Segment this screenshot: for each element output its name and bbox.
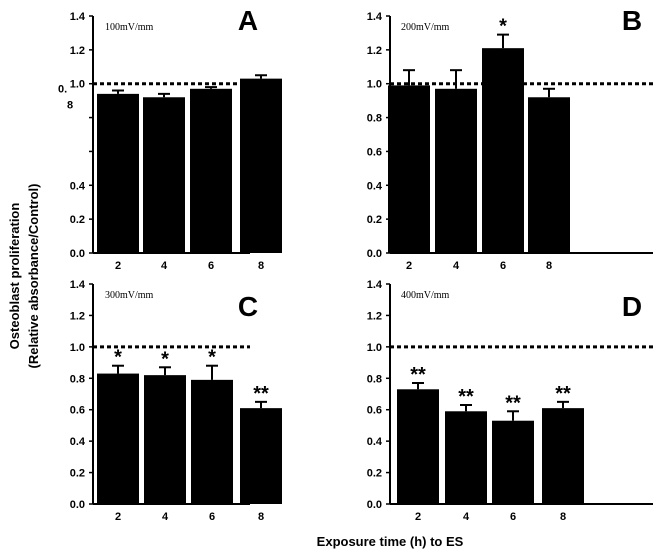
x-axis-title: Exposure time (h) to ES [317,534,464,549]
bar-c-8 [240,408,282,504]
x-tick-label: 8 [258,511,264,523]
significance-marker: ** [253,383,269,405]
x-tick-label: 2 [415,511,421,523]
bar-d-2 [397,389,439,504]
y-tick-label: 0.4 [70,180,86,192]
x-tick-label: 4 [453,260,460,272]
y-tick-label: 1.0 [70,79,85,91]
significance-marker: * [208,347,216,369]
panel-letter: A [238,5,258,36]
panel-letter: B [622,5,642,36]
y-tick-label: 1.0 [367,79,382,91]
y-tick-label: 0.8 [367,373,382,385]
y-tick-label: 1.2 [70,45,85,57]
y-tick-label: 0.4 [367,436,383,448]
y-tick-label: 0.0 [367,248,382,260]
x-tick-label: 2 [115,511,121,523]
y-tick-label: 0.6 [367,405,382,417]
y-tick-label: 1.2 [367,310,382,322]
y-axis-title-line1: Osteoblast proliferation [7,203,22,350]
x-tick-label: 6 [208,260,214,272]
y-tick-label: 1.4 [367,11,383,23]
chart-panel-b: 0.0 0.2 0.4 0.6 0.8 1.0 1.2 1.4 2 4 6 * 8 B 200mV/mm [367,5,653,272]
x-tick-label: 4 [161,260,168,272]
significance-marker: ** [555,383,571,405]
y-tick-label: 0.0 [70,248,85,260]
y-tick-label: 0.2 [367,468,382,480]
y-tick-label: 0.0 [70,499,85,511]
bar-a-8 [240,78,282,253]
y-tick-label: 0.6 [367,146,382,158]
y-tick-label: 0.2 [70,468,85,480]
chart-panel-c: 0.0 0.2 0.4 0.6 0.8 1.0 1.2 1.4 2 * 4 * 6 * 8 ** C 300mV/… [70,279,282,523]
bar-c-2 [97,373,139,504]
bar-c-4 [144,375,186,504]
chart-panel-d: 0.0 0.2 0.4 0.6 0.8 1.0 1.2 1.4 2 ** 4 ** 6 ** 8 ** D 400… [367,279,653,523]
field-strength-label: 100mV/mm [105,22,154,33]
panel-letter: C [238,291,258,322]
y-tick-label: 0.8 [70,373,85,385]
bar-a-4 [143,97,185,253]
bar-b-6 [482,48,524,253]
y-tick-label: 1.4 [70,279,86,291]
x-tick-label: 6 [500,260,506,272]
bar-c-6 [191,379,233,504]
y-tick-label: 0.0 [367,499,382,511]
y-tick-label: 0.2 [70,214,85,226]
field-strength-label: 400mV/mm [401,290,450,301]
x-tick-label: 4 [162,511,169,523]
x-tick-label: 8 [560,511,566,523]
x-tick-label: 4 [463,511,470,523]
y-axis-title-line2: (Relative absorbance/Control) [26,184,41,369]
significance-marker: ** [505,392,521,414]
significance-marker: ** [410,364,426,386]
x-tick-label: 8 [258,260,264,272]
x-tick-label: 8 [546,260,552,272]
y-tick-label: 1.0 [70,342,85,354]
x-tick-label: 2 [115,260,121,272]
y-tick-label: 1.0 [367,342,382,354]
field-strength-label: 300mV/mm [105,290,154,301]
y-tick-label: 0.6 [70,405,85,417]
y-tick-label: 0.4 [70,436,86,448]
y-tick-label: 0.2 [367,214,382,226]
y-tick-label: 1.4 [70,11,86,23]
x-tick-label: 2 [406,260,412,272]
chart-panel-a: 0.0 0.2 0.4 1.0 1.2 1.4 0.8 2 4 6 8 A 100mV/mm [58,5,282,272]
significance-marker: * [499,16,507,38]
panel-letter: D [622,291,642,322]
bar-b-2 [388,85,430,254]
y-tick-artifact-label: 0.8 [58,84,73,112]
significance-marker: * [161,348,169,370]
significance-marker: * [114,347,122,369]
bar-a-6 [190,88,232,254]
x-tick-label: 6 [510,511,516,523]
bar-a-2 [97,93,139,253]
bar-b-4 [435,88,477,254]
bar-d-8 [542,408,584,504]
bar-b-8 [528,97,570,253]
y-tick-label: 0.8 [367,113,382,125]
field-strength-label: 200mV/mm [401,22,450,33]
y-tick-label: 1.2 [367,45,382,57]
bar-d-6 [492,420,534,504]
y-tick-label: 1.2 [70,310,85,322]
x-tick-label: 6 [209,511,215,523]
y-tick-label: 1.4 [367,279,383,291]
bar-d-4 [445,411,487,504]
y-tick-label: 0.4 [367,180,383,192]
panels: 0.0 0.2 0.4 1.0 1.2 1.4 0.8 2 4 6 8 A 100mV/mm 0.0 0.2… [58,5,653,523]
significance-marker: ** [458,386,474,408]
